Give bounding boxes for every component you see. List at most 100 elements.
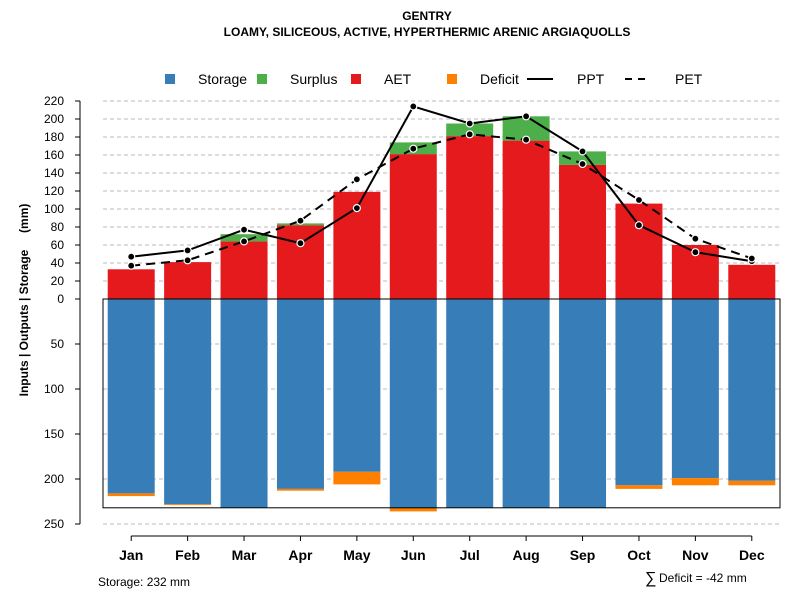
lines-layer xyxy=(127,102,756,270)
pet-line xyxy=(131,133,753,267)
axes-layer: 0 20 40 60 80 100 120 140 160 180 200 220 50 100 150 20… xyxy=(44,94,765,563)
aet-bar xyxy=(164,262,212,299)
deficit-bar xyxy=(107,493,155,497)
sigma-icon: ∑ xyxy=(645,570,656,587)
chart-title: GENTRY xyxy=(402,9,452,23)
ppt-point xyxy=(183,246,192,255)
ppt-legend-label: PPT xyxy=(577,71,605,87)
deficit-bar xyxy=(615,485,663,489)
surplus-legend-swatch xyxy=(257,74,267,84)
x-tick-label: Nov xyxy=(682,547,709,563)
y-tick-label: 180 xyxy=(44,130,64,144)
y-tick-label: 0 xyxy=(57,292,64,306)
x-tick-label: Mar xyxy=(232,547,257,563)
bars-layer xyxy=(107,116,776,512)
storage-legend-label: Storage xyxy=(198,71,247,87)
ppt-point xyxy=(127,252,136,261)
storage-legend-swatch xyxy=(165,74,175,84)
pet-point xyxy=(522,135,531,144)
deficit-legend-swatch xyxy=(447,74,457,84)
storage-capacity-box xyxy=(102,298,781,509)
pet-point xyxy=(634,195,644,205)
pet-point xyxy=(127,261,136,270)
pet-point xyxy=(183,256,192,265)
x-tick-label: Jun xyxy=(401,547,426,563)
ppt-point xyxy=(522,112,531,121)
y-tick-label: 120 xyxy=(44,184,64,198)
x-tick-label: Apr xyxy=(288,547,313,563)
deficit-legend-label: Deficit xyxy=(480,71,519,87)
x-tick-label: Dec xyxy=(739,547,765,563)
storage-bar xyxy=(389,299,437,508)
ppt-line xyxy=(131,105,752,263)
surplus-legend-label: Surplus xyxy=(290,71,337,87)
ppt-point xyxy=(352,204,361,213)
aet-bar xyxy=(559,164,607,299)
aet-bar xyxy=(107,269,155,299)
y-tick-label: 80 xyxy=(51,220,65,234)
deficit-note: Deficit = -42 mm xyxy=(659,571,747,585)
ppt-point xyxy=(239,225,249,234)
storage-bar xyxy=(333,299,381,472)
x-tick-label: Sep xyxy=(570,547,596,563)
storage-bar xyxy=(107,299,155,494)
ppt-point xyxy=(691,248,700,257)
pet-point xyxy=(747,254,756,263)
x-tick-label: Jan xyxy=(119,547,143,563)
aet-legend-label: AET xyxy=(384,71,412,87)
gridlines xyxy=(103,100,780,525)
x-tick-label: Jul xyxy=(460,547,480,563)
pet-point xyxy=(409,144,418,153)
x-tick-label: Aug xyxy=(513,547,540,563)
aet-bar xyxy=(615,203,663,299)
storage-bar xyxy=(446,299,494,508)
ppt-point xyxy=(578,147,587,156)
y-tick-label: 140 xyxy=(44,166,64,180)
y-tick-label: 250 xyxy=(44,517,64,531)
chart-subtitle: LOAMY, SILICEOUS, ACTIVE, HYPERTHERMIC A… xyxy=(224,25,631,39)
storage-note: Storage: 232 mm xyxy=(98,575,190,589)
x-tick-label: May xyxy=(343,547,370,563)
y-tick-label: 150 xyxy=(44,427,64,441)
y-tick-label: 20 xyxy=(51,274,65,288)
y-tick-label: 100 xyxy=(44,382,64,396)
x-tick-label: Oct xyxy=(627,547,651,563)
pet-point xyxy=(296,216,305,225)
storage-bar xyxy=(276,299,324,489)
storage-bar xyxy=(164,299,212,505)
pet-point xyxy=(465,130,474,139)
y-tick-label: 50 xyxy=(51,337,65,351)
deficit-bar xyxy=(728,480,776,486)
x-tick-label: Feb xyxy=(175,547,200,563)
aet-bar xyxy=(220,241,268,299)
ppt-point xyxy=(296,239,305,248)
y-tick-label: 200 xyxy=(44,112,64,126)
aet-legend-swatch xyxy=(351,74,361,84)
aet-bar xyxy=(728,264,776,299)
storage-bar xyxy=(728,299,776,481)
storage-bar xyxy=(220,299,268,508)
aet-bar xyxy=(389,154,437,299)
pet-point xyxy=(578,159,587,169)
deficit-bar xyxy=(671,478,719,486)
deficit-bar xyxy=(389,507,437,512)
aet-bar xyxy=(446,136,494,299)
pet-legend-label: PET xyxy=(675,71,703,87)
y-tick-label: 200 xyxy=(44,472,64,486)
storage-bar xyxy=(502,299,550,508)
y-tick-label: 100 xyxy=(44,202,64,216)
aet-bar xyxy=(276,225,324,299)
pet-point xyxy=(691,234,700,243)
storage-bar xyxy=(671,299,719,479)
ppt-point xyxy=(465,119,474,128)
storage-bar xyxy=(559,299,607,508)
surplus-bar xyxy=(446,123,494,137)
pet-point xyxy=(352,175,361,184)
pet-point xyxy=(239,237,249,246)
deficit-bar xyxy=(276,488,324,491)
y-tick-label: 220 xyxy=(44,94,64,108)
storage-bar xyxy=(615,299,663,486)
deficit-bar xyxy=(164,504,212,506)
